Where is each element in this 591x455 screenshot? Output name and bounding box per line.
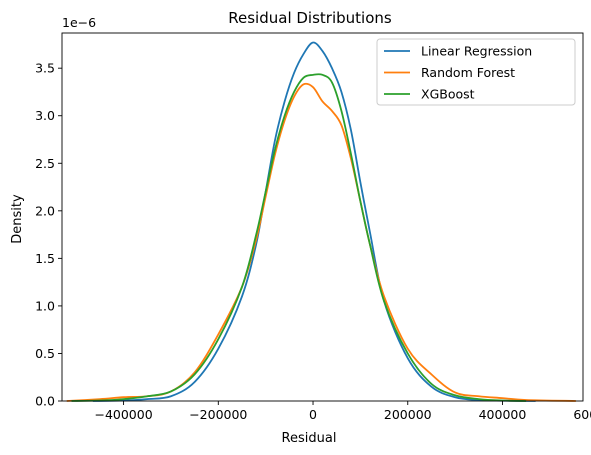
y-tick-label: 3.5 xyxy=(35,61,55,76)
plot-area: −400000 −200000 0 200000 400000 600000 0.0 0.5 1… xyxy=(35,32,591,422)
y-tick-label: 2.0 xyxy=(35,203,55,218)
y-tick-label: 3.0 xyxy=(35,108,55,123)
x-axis-label: Residual xyxy=(282,431,337,446)
x-tick-label: −400000 xyxy=(94,407,152,422)
y-tick-label: 1.5 xyxy=(35,251,55,266)
chart-title: Residual Distributions xyxy=(228,9,392,27)
legend-label: XGBoost xyxy=(421,87,475,102)
y-tick-label: 2.5 xyxy=(35,156,55,171)
axes-frame xyxy=(61,32,584,402)
series-line-linear-regression xyxy=(92,41,536,402)
x-tick-label: −200000 xyxy=(189,407,247,422)
y-offset-label: 1e−6 xyxy=(62,15,96,30)
x-tick-label: 600000 xyxy=(573,407,591,422)
y-tick-label: 0.0 xyxy=(35,394,55,409)
legend: Linear Regression Random Forest XGBoost xyxy=(376,38,576,106)
legend-box xyxy=(376,38,576,106)
series-line-random-forest xyxy=(66,82,576,402)
y-axis-label: Density xyxy=(10,194,25,244)
y-tick-label: 0.5 xyxy=(35,346,55,361)
legend-label: Linear Regression xyxy=(421,44,532,59)
x-tick-label: 200000 xyxy=(384,407,432,422)
series-line-xgboost xyxy=(71,73,527,402)
x-tick-label: 400000 xyxy=(479,407,527,422)
x-tick-label: 0 xyxy=(309,407,317,422)
y-tick-label: 1.0 xyxy=(35,298,55,313)
legend-label: Random Forest xyxy=(421,65,515,80)
